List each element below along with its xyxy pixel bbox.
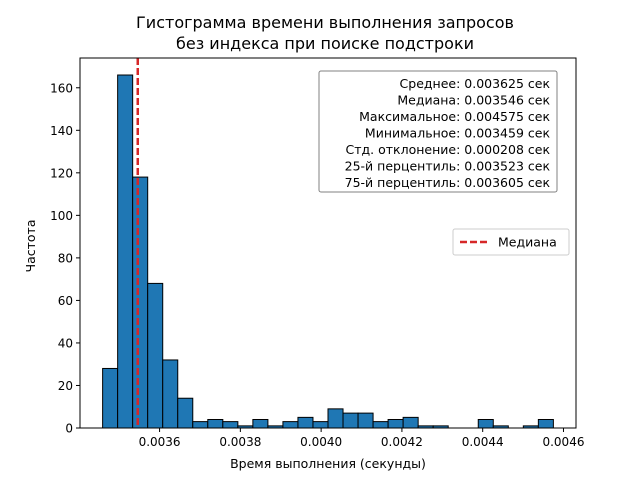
histogram-bar xyxy=(402,416,419,429)
x-tick-label: 0.0046 xyxy=(542,435,584,449)
y-tick-label: 100 xyxy=(50,209,73,223)
y-tick-label: 40 xyxy=(58,336,73,350)
histogram-bar xyxy=(177,397,194,429)
histogram-bar xyxy=(132,176,149,429)
histogram-bar xyxy=(357,412,374,429)
histogram-bar xyxy=(207,418,224,429)
histogram-bar xyxy=(537,418,554,429)
chart-title-line-1: Гистограмма времени выполнения запросов xyxy=(136,13,514,32)
x-tick-label: 0.0042 xyxy=(381,435,423,449)
histogram-bar xyxy=(477,418,494,429)
stats-mean: Среднее: 0.003625 сек xyxy=(400,76,551,91)
stats-p75: 75-й перцентиль: 0.003605 сек xyxy=(345,175,551,190)
histogram-bar xyxy=(192,421,209,429)
x-tick-label: 0.0036 xyxy=(139,435,181,449)
histogram-bar xyxy=(297,416,314,429)
y-axis-ticks: 0 20 40 60 80 100 120 140 160 xyxy=(50,81,80,436)
y-tick-label: 80 xyxy=(58,251,73,265)
histogram-bar xyxy=(372,421,389,429)
chart-title-line-2: без индекса при поиске подстроки xyxy=(176,34,474,53)
histogram-bar xyxy=(162,359,179,429)
legend-median-label: Медиана xyxy=(498,235,557,250)
legend: Медиана xyxy=(452,228,570,256)
y-tick-label: 120 xyxy=(50,166,73,180)
stats-box-frame xyxy=(318,70,558,193)
histogram-bars xyxy=(102,74,554,429)
histogram-bar xyxy=(147,282,164,429)
y-tick-label: 60 xyxy=(58,294,73,308)
histogram-bar xyxy=(387,418,404,429)
x-tick-label: 0.0044 xyxy=(462,435,504,449)
histogram-bar xyxy=(342,412,359,429)
histogram-bar xyxy=(282,421,299,429)
histogram-bar xyxy=(252,418,269,429)
x-tick-label: 0.0040 xyxy=(300,435,342,449)
histogram-bar xyxy=(312,421,329,429)
histogram-bar xyxy=(327,408,344,429)
stats-std: Стд. отклонение: 0.000208 сек xyxy=(346,142,551,157)
histogram-bar xyxy=(117,74,134,429)
stats-median: Медиана: 0.003546 сек xyxy=(397,93,550,108)
stats-min: Минимальное: 0.003459 сек xyxy=(365,126,551,141)
stats-box: Среднее: 0.003625 сек Медиана: 0.003546 … xyxy=(318,70,558,193)
x-axis-ticks: 0.0036 0.0038 0.0040 0.0042 0.0044 0.0046 xyxy=(139,428,584,449)
x-axis-label: Время выполнения (секунды) xyxy=(230,456,426,471)
plot-frame xyxy=(79,57,577,429)
y-tick-label: 160 xyxy=(50,81,73,95)
y-tick-label: 140 xyxy=(50,124,73,138)
legend-frame xyxy=(452,228,570,256)
stats-max: Максимальное: 0.004575 сек xyxy=(359,109,550,124)
y-tick-label: 20 xyxy=(58,379,73,393)
histogram-bar xyxy=(222,421,239,429)
histogram-bar xyxy=(102,367,119,429)
y-axis-label: Частота xyxy=(23,220,38,273)
y-tick-label: 0 xyxy=(65,422,73,436)
x-tick-label: 0.0038 xyxy=(219,435,261,449)
stats-p25: 25-й перцентиль: 0.003523 сек xyxy=(345,159,551,174)
